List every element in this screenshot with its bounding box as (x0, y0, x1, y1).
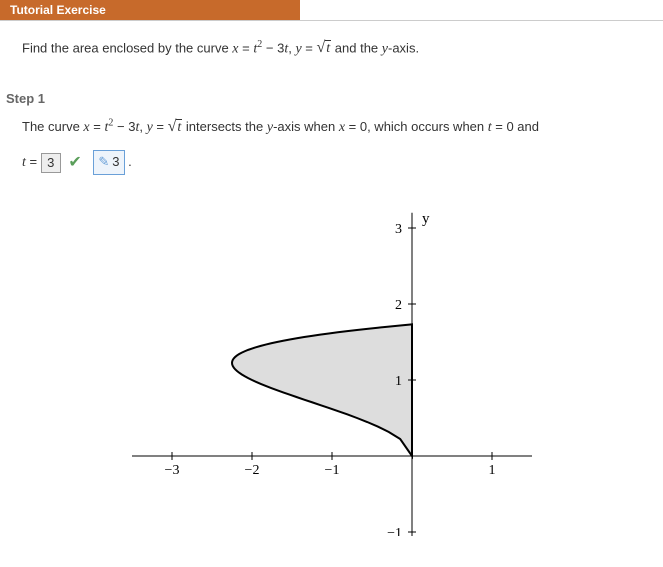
header-bar: Tutorial Exercise (0, 0, 663, 21)
step-text: The curve (22, 119, 83, 134)
answer-input[interactable]: 3 (41, 153, 61, 173)
sqrt-arg: t (176, 119, 182, 135)
exponent-2: 2 (108, 118, 113, 129)
equals: = (30, 154, 41, 169)
step-1-label: Step 1 (0, 85, 663, 114)
step-text: -axis when (273, 119, 339, 134)
x-tick-label: −1 (324, 463, 339, 478)
x-var: x (83, 120, 89, 135)
sqrt-arg: t (325, 40, 331, 56)
exercise-prompt: Find the area enclosed by the curve x = … (0, 21, 663, 85)
curve-chart: −3−2−11−1123xy (122, 196, 542, 536)
y-tick-label: 2 (395, 298, 402, 313)
t-var: t (22, 155, 26, 170)
key-icon: ✎ (98, 154, 109, 169)
x-tick-label: 1 (488, 463, 495, 478)
x-tick-label: −3 (164, 463, 179, 478)
x-tick-label: −2 (244, 463, 259, 478)
prompt-text: Find the area enclosed by the curve (22, 40, 232, 55)
equals: = (153, 119, 168, 134)
step-text: intersects the (186, 119, 267, 134)
prompt-text: and the (335, 40, 382, 55)
hint-value: 3 (112, 154, 119, 169)
curve-region (232, 324, 412, 456)
equals: = (242, 40, 253, 55)
hint-box[interactable]: ✎3 (93, 150, 124, 175)
check-icon: ✔ (68, 154, 81, 171)
sqrt-expression: √t (168, 114, 183, 140)
minus-3: − 3 (266, 40, 284, 55)
answer-row: t = 3 ✔ ✎3 . (22, 150, 641, 176)
y-tick-label: 1 (395, 374, 402, 389)
period: . (128, 154, 132, 169)
exponent-2: 2 (257, 39, 262, 50)
y-axis-label: y (422, 210, 430, 226)
y-tick-label: −1 (387, 526, 402, 536)
prompt-text: -axis. (388, 40, 419, 55)
equals: = (302, 40, 317, 55)
sqrt-symbol: √ (316, 39, 325, 56)
step-text: = 0, which occurs when (345, 119, 488, 134)
step-text: = 0 and (492, 119, 539, 134)
tutorial-exercise-tab: Tutorial Exercise (0, 0, 300, 20)
x-var: x (232, 41, 238, 56)
sqrt-expression: √t (316, 39, 331, 57)
y-tick-label: 3 (395, 222, 402, 237)
comma: , (139, 119, 146, 134)
equals: = (93, 119, 104, 134)
minus-3: − 3 (117, 119, 135, 134)
step-1-body: The curve x = t2 − 3t, y = √t intersects… (0, 114, 663, 175)
